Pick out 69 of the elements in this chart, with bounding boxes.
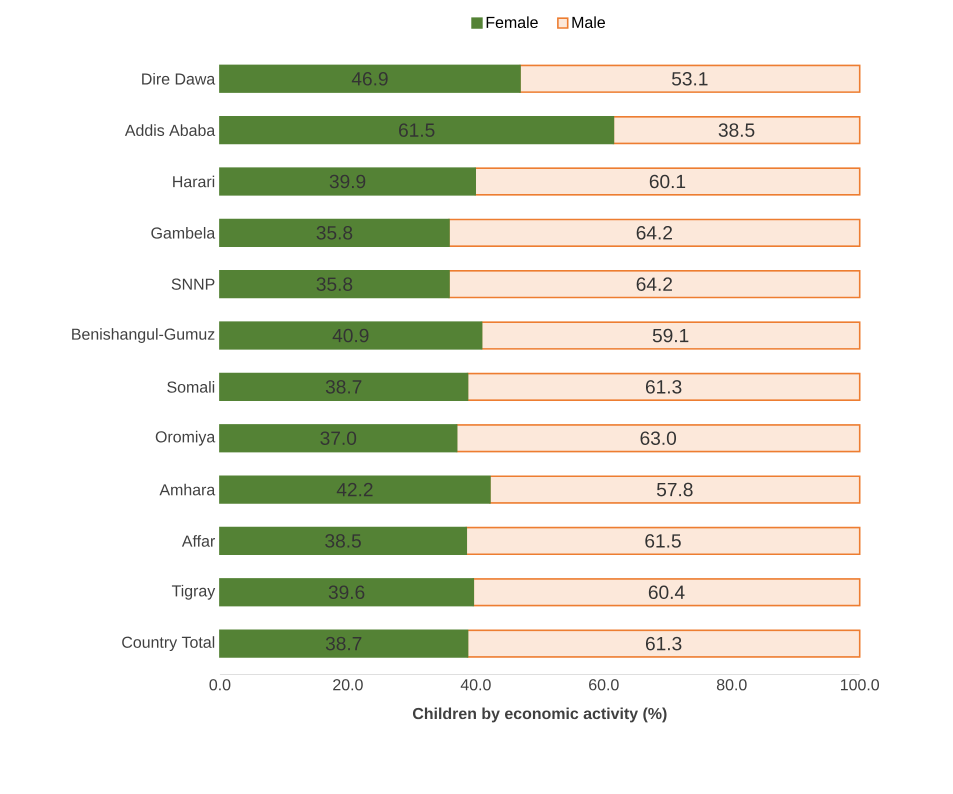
y-tick-label: Affar <box>182 534 215 547</box>
y-tick-label: Oromiya <box>156 430 216 446</box>
bar <box>219 372 468 401</box>
data-label: 38.5 <box>325 534 361 548</box>
bar <box>219 526 468 555</box>
bar <box>480 321 861 350</box>
x-tick-label: 80.0 <box>716 678 747 690</box>
x-tick-label: 60.0 <box>589 678 619 690</box>
bar <box>612 116 861 144</box>
y-tick-label: Tigray <box>172 584 216 600</box>
x-tick-label: 40.0 <box>460 678 491 690</box>
bar <box>219 578 474 606</box>
y-tick-label: Gambela <box>151 226 216 238</box>
data-label: 35.8 <box>316 226 352 240</box>
y-tick-label: Country Total <box>122 636 214 651</box>
data-label: 38.5 <box>718 123 754 137</box>
data-label: 39.9 <box>330 174 366 188</box>
bar <box>219 116 614 144</box>
x-axis-title: Children by economic activity (%) <box>412 707 667 722</box>
x-tick-label: 0.0 <box>209 678 230 690</box>
data-label: 64.2 <box>636 277 672 291</box>
data-label: 61.3 <box>646 636 682 650</box>
bar <box>456 424 861 452</box>
data-label: 61.5 <box>645 534 681 548</box>
bar <box>219 629 468 658</box>
y-tick-label: Somali <box>167 380 214 393</box>
bar <box>219 167 476 196</box>
x-tick-label: 100.0 <box>840 678 880 690</box>
data-label: 61.5 <box>399 123 434 137</box>
data-label: 46.9 <box>352 72 388 86</box>
data-label: 39.6 <box>328 585 364 599</box>
legend-label: Female <box>486 16 538 28</box>
data-label: 42.2 <box>336 482 373 496</box>
bar <box>474 167 861 196</box>
data-label: 35.8 <box>316 277 352 291</box>
bar <box>466 629 861 658</box>
data-label: 63.0 <box>640 431 676 445</box>
bar <box>472 578 861 606</box>
x-tick-label: 20.0 <box>333 678 363 690</box>
data-label: 60.1 <box>650 174 686 188</box>
data-label: 53.1 <box>672 72 708 86</box>
bar <box>219 321 482 350</box>
bar <box>219 64 521 93</box>
data-label: 59.1 <box>652 328 688 342</box>
data-label: 40.9 <box>332 328 368 342</box>
bar <box>448 270 861 298</box>
y-tick-label: Benishangul-Gumuz <box>72 328 214 343</box>
bar <box>519 64 861 93</box>
y-tick-label: Dire Dawa <box>142 72 216 84</box>
bar <box>465 526 861 555</box>
data-label: 37.0 <box>320 431 356 445</box>
bar <box>219 218 450 247</box>
data-label: 61.3 <box>646 380 682 394</box>
legend-label: Male <box>572 16 605 28</box>
bar <box>219 475 491 504</box>
data-label: 38.7 <box>326 380 362 394</box>
bar <box>219 424 458 452</box>
y-tick-label: SNNP <box>172 278 214 290</box>
y-tick-label: Amhara <box>159 484 216 496</box>
bar <box>466 372 861 401</box>
data-label: 57.8 <box>656 482 693 496</box>
data-label: 64.2 <box>636 226 672 240</box>
y-tick-label: Addis Ababa <box>124 124 216 136</box>
bar <box>219 270 450 298</box>
bar <box>448 218 861 247</box>
y-tick-label: Harari <box>173 175 214 188</box>
data-label: 60.4 <box>648 585 685 599</box>
data-label: 38.7 <box>326 636 362 650</box>
bar <box>489 475 861 504</box>
